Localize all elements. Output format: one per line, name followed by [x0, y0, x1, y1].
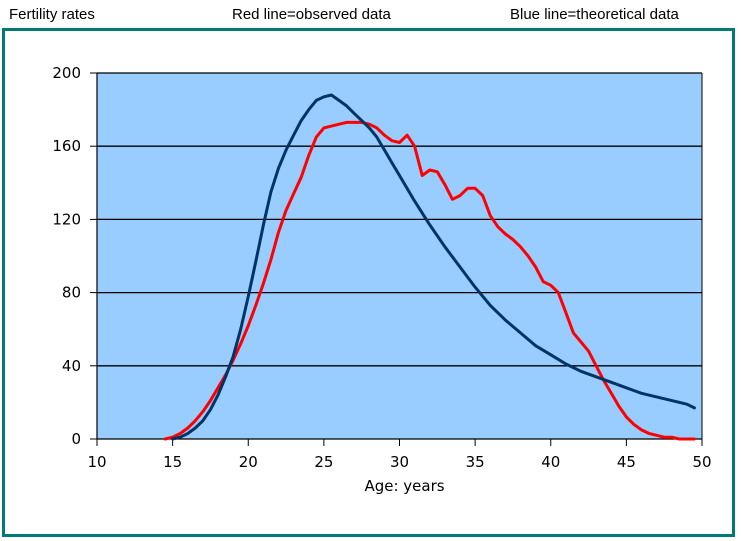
y-tick-label-80: 80 — [62, 284, 81, 302]
x-tick-label-20: 20 — [239, 453, 258, 471]
x-axis-label: Age: years — [364, 477, 444, 495]
series-observed-line — [163, 120, 696, 441]
x-tick-label-40: 40 — [541, 453, 560, 471]
x-tick-label-30: 30 — [390, 453, 409, 471]
x-tick-label-50: 50 — [692, 453, 711, 471]
series-lines — [163, 93, 696, 441]
plot-area — [97, 73, 702, 439]
chart-frame: 0 40 80 120 160 200 10 15 20 25 30 35 40 45 50 Age: ye… — [2, 28, 735, 537]
x-tick-label-10: 10 — [87, 453, 106, 471]
y-tick-label-0: 0 — [71, 430, 81, 448]
y-tick-label-120: 120 — [52, 210, 81, 228]
axes: 0 40 80 120 160 200 10 15 20 25 30 35 40 45 50 — [52, 64, 711, 471]
x-tick-label-45: 45 — [617, 453, 636, 471]
y-tick-label-200: 200 — [52, 64, 81, 82]
caption-blue-line-legend: Blue line=theoretical data — [510, 6, 679, 23]
x-tick-label-35: 35 — [466, 453, 485, 471]
y-tick-label-40: 40 — [62, 357, 81, 375]
fertility-chart: 0 40 80 120 160 200 10 15 20 25 30 35 40 45 50 Age: ye… — [52, 64, 711, 495]
caption-red-line-legend: Red line=observed data — [232, 6, 391, 23]
series-theoretical-line — [171, 93, 696, 441]
caption-fertility-rates: Fertility rates — [9, 6, 95, 23]
y-tick-label-160: 160 — [52, 137, 81, 155]
x-tick-label-15: 15 — [163, 453, 182, 471]
x-tick-label-25: 25 — [314, 453, 333, 471]
